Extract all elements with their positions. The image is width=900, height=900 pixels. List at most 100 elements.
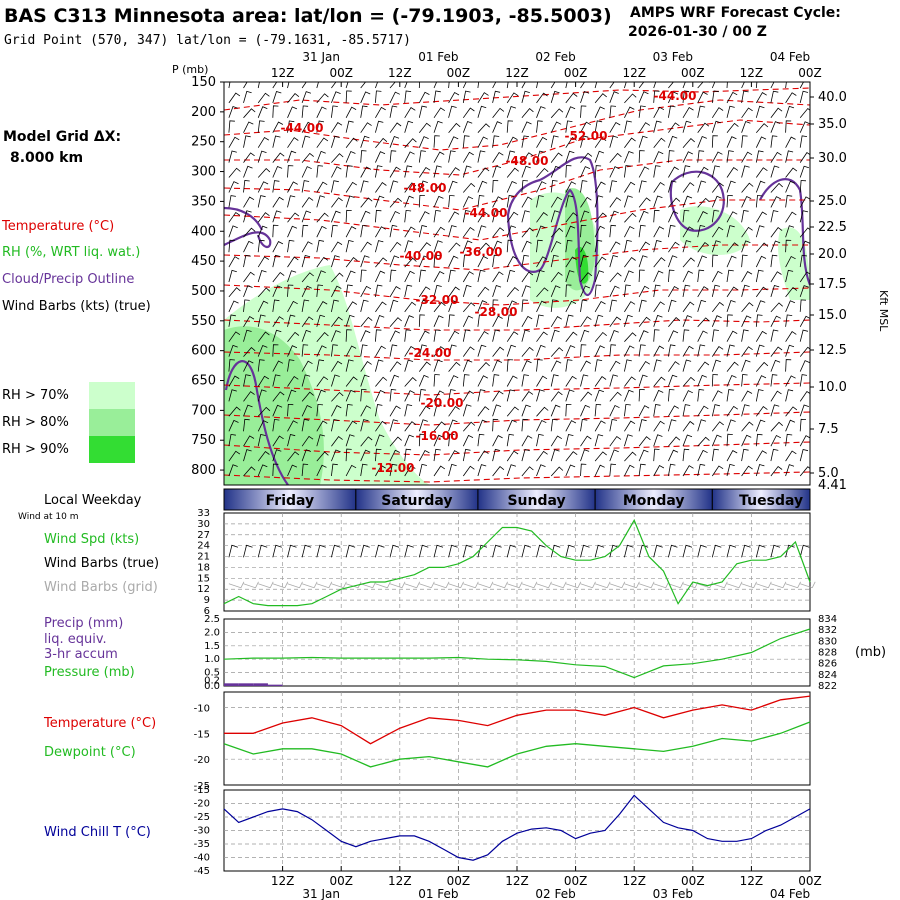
wind-barb: [448, 211, 460, 223]
temperature-label: Temperature (°C): [43, 716, 156, 731]
wind-barb: [799, 90, 809, 103]
wind-barb: [624, 270, 634, 283]
wind-barb: [653, 359, 662, 372]
wind-barb: [668, 285, 679, 298]
wind-barb: [799, 180, 807, 193]
grid-wind-barb: [536, 581, 552, 589]
isotherm-label: -40.00: [400, 249, 443, 263]
wind-barb: [228, 211, 241, 223]
wind-barb: [243, 121, 254, 133]
wind-barb: [477, 225, 487, 238]
wind-barb: [770, 346, 783, 357]
grid-wind-barb: [565, 581, 582, 589]
wind-barb: [301, 255, 311, 268]
wind-barb: [565, 195, 574, 208]
wind-barb: [755, 450, 767, 462]
wind-barb: [668, 166, 679, 178]
wind-barb: [711, 165, 720, 178]
wind-barb: [609, 404, 620, 417]
dewpoint-line: [223, 721, 811, 768]
wind-barb: [550, 82, 556, 89]
wind-barb: [799, 466, 810, 477]
wind-barb: [580, 166, 591, 178]
wind-barb: [492, 374, 500, 387]
pressure-tick-label: 830: [818, 636, 837, 647]
wind-barb: [594, 239, 603, 253]
wind-barb: [492, 240, 503, 253]
wind-barb: [624, 225, 635, 238]
wind-barb: [331, 105, 338, 118]
wind-barb: [770, 121, 781, 133]
date-label: 02 Feb: [535, 50, 575, 64]
wind-barb: [785, 120, 792, 133]
wind-barb: [668, 210, 679, 223]
wind-barb: [565, 331, 578, 342]
true-wind-barb: [477, 544, 488, 558]
wind-barb: [506, 269, 516, 283]
wind-barb: [418, 269, 426, 283]
wind-barb: [477, 406, 490, 417]
wind-barb: [492, 121, 503, 133]
wind-barb: [360, 197, 373, 208]
wind-barb: [316, 181, 328, 193]
wind-barb: [741, 226, 753, 238]
wind-barb: [594, 464, 605, 477]
wind-barb: [770, 302, 783, 313]
wind-barb: [448, 361, 461, 372]
wind-barb: [638, 255, 648, 268]
wind-barb: [668, 122, 680, 133]
wind-barb: [785, 269, 794, 283]
wind-chill-line: [223, 794, 811, 861]
wind-barb: [594, 120, 603, 133]
wind-barb: [594, 451, 607, 462]
wind-barb: [389, 344, 398, 357]
wind-barb: [389, 436, 402, 447]
wind-barb: [316, 212, 329, 223]
wind-barb: [506, 464, 517, 477]
grid-wind-barb: [228, 581, 245, 589]
wind-barb: [697, 389, 705, 402]
wind-barb: [375, 434, 385, 447]
wind-barb: [272, 344, 279, 357]
wind-barb: [477, 375, 488, 387]
wind-barb: [521, 449, 530, 462]
wind-barb: [697, 197, 710, 208]
wind-speed-tick-label: 12: [197, 584, 210, 595]
wind-barb: [375, 345, 386, 357]
precip-tick-label: 0.2: [204, 676, 220, 687]
wind-barb: [272, 449, 282, 462]
wind-barb: [609, 105, 617, 118]
wind-barb: [477, 419, 488, 432]
wind-barb: [301, 105, 309, 118]
wind-barb: [331, 285, 342, 298]
profile-plot-area: [224, 82, 810, 485]
wind-barb: [668, 135, 678, 148]
wind-barb: [565, 375, 577, 387]
wind-barb: [682, 329, 690, 342]
bottom-time-tick-label: 12Z: [388, 874, 412, 888]
pressure-tick-label: 800: [191, 463, 216, 478]
precip-label: Precip (mm): [44, 616, 123, 631]
wind-barb: [316, 332, 329, 342]
wind-barb: [272, 391, 285, 402]
wind-barb: [287, 195, 296, 208]
bottom-time-tick-label: 00Z: [447, 874, 471, 888]
wind-barb: [697, 255, 707, 268]
cloud-outline: [224, 231, 272, 248]
wind-barb: [389, 286, 401, 298]
wind-barb: [287, 106, 298, 118]
wind-barb: [316, 239, 325, 253]
wind-barb: [433, 315, 444, 327]
wind-barb: [287, 375, 299, 387]
wind-barb: [697, 166, 709, 178]
isotherm-label: -28.00: [475, 305, 518, 319]
wind-barb: [345, 448, 352, 462]
wind-barb: [228, 433, 236, 447]
wind-barb: [287, 331, 300, 342]
wind-barb: [638, 299, 647, 312]
wind-barb: [594, 106, 605, 118]
wind-barb: [360, 463, 368, 477]
